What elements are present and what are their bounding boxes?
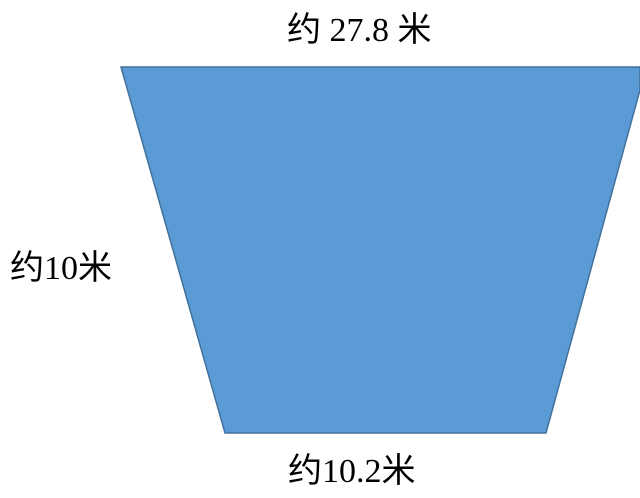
left-side-length-label: 约10米 <box>10 252 112 286</box>
trapezoid-shape <box>121 67 640 433</box>
top-side-length-label: 约 27.8 米 <box>287 14 432 48</box>
bottom-side-length-label: 约10.2米 <box>288 455 416 489</box>
